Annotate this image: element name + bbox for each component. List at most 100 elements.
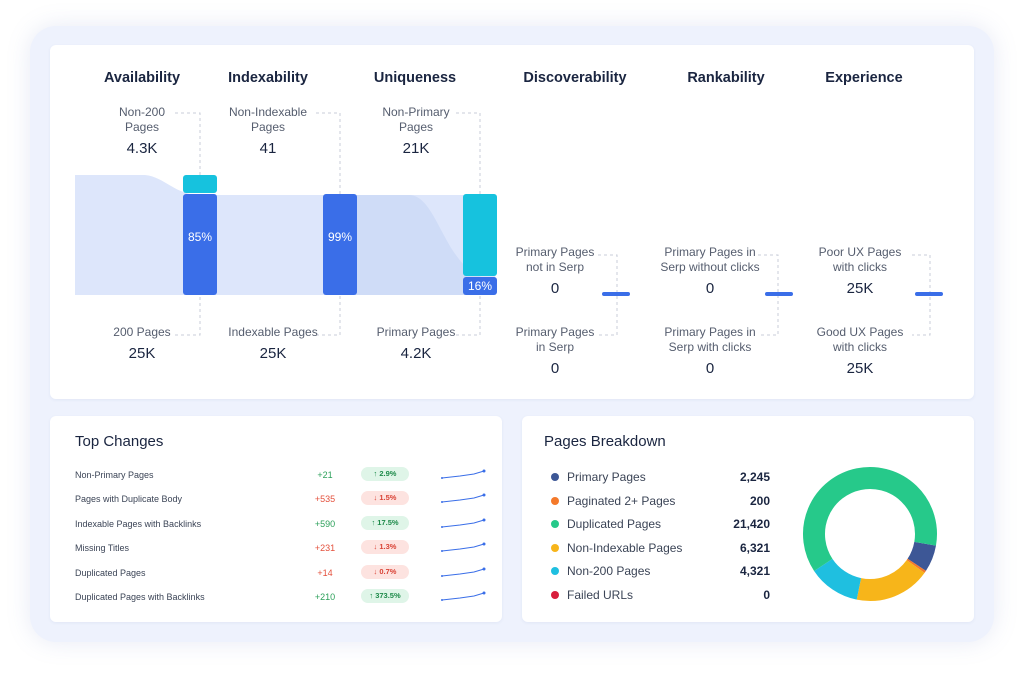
sparkline xyxy=(441,591,486,601)
change-row-badge: ↓ 1.3% xyxy=(361,540,409,554)
sparkline xyxy=(441,567,486,577)
discoverability-marker xyxy=(602,292,630,296)
funnel-card: 85% 99% 16% Availability Indexability Un… xyxy=(50,45,974,399)
experience-bottom-label: Good UX Pages with clicks xyxy=(816,325,904,354)
stage-title-availability: Availability xyxy=(103,70,181,86)
breakdown-item-name: Non-200 Pages xyxy=(567,564,651,578)
change-row-badge: ↑ 373.5% xyxy=(361,589,409,603)
availability-bottom-value: 25K xyxy=(128,345,156,362)
legend-dot xyxy=(551,473,559,481)
breakdown-item[interactable]: Duplicated Pages 21,420 xyxy=(522,515,782,535)
breakdown-item-value: 2,245 xyxy=(739,470,770,484)
change-row-name: Duplicated Pages with Backlinks xyxy=(75,592,205,602)
uniqueness-top-label: Non-Primary Pages xyxy=(382,105,450,134)
breakdown-item-name: Failed URLs xyxy=(567,588,634,602)
change-row-delta: +590 xyxy=(314,519,336,529)
discoverability-top-value: 0 xyxy=(550,280,560,297)
rankability-top-label: Primary Pages in Serp without clicks xyxy=(660,245,760,274)
change-row[interactable]: Missing Titles +231 ↓ 1.3% xyxy=(50,540,502,560)
donut-slice xyxy=(803,467,937,571)
legend-dot xyxy=(551,544,559,552)
change-row-delta: +535 xyxy=(314,494,336,504)
indexability-top-label: Non-Indexable Pages xyxy=(228,105,308,134)
donut-slice xyxy=(814,558,862,600)
stage-title-experience: Experience xyxy=(825,70,903,86)
breakdown-item-value: 0 xyxy=(763,588,770,602)
availability-bar-pct: 85% xyxy=(187,230,213,244)
change-row-delta: +210 xyxy=(314,592,336,602)
change-row-badge: ↑ 2.9% xyxy=(361,467,409,481)
change-row-name: Missing Titles xyxy=(75,543,130,553)
indexability-bar-pct: 99% xyxy=(327,230,353,244)
availability-main-bar xyxy=(183,194,217,295)
change-row-delta: +14 xyxy=(317,568,333,578)
breakdown-item[interactable]: Primary Pages 2,245 xyxy=(522,468,782,488)
uniqueness-bar-pct: 16% xyxy=(467,279,493,293)
experience-marker xyxy=(915,292,943,296)
rankability-bottom-label: Primary Pages in Serp with clicks xyxy=(664,325,756,354)
change-row-delta: +21 xyxy=(317,470,333,480)
top-changes-card: Top Changes Non-Primary Pages +21 ↑ 2.9%… xyxy=(50,416,502,622)
breakdown-item[interactable]: Failed URLs 0 xyxy=(522,586,782,606)
breakdown-item-value: 6,321 xyxy=(739,541,770,555)
sparkline xyxy=(441,493,486,503)
change-row[interactable]: Indexable Pages with Backlinks +590 ↑ 17… xyxy=(50,516,502,536)
breakdown-item[interactable]: Non-Indexable Pages 6,321 xyxy=(522,539,782,559)
availability-top-bar xyxy=(183,175,217,193)
legend-dot xyxy=(551,591,559,599)
legend-dot xyxy=(551,520,559,528)
change-row-name: Indexable Pages with Backlinks xyxy=(75,519,202,529)
sparkline xyxy=(441,542,486,552)
indexability-main-bar xyxy=(323,194,357,295)
discoverability-top-label: Primary Pages not in Serp xyxy=(515,245,595,274)
breakdown-item[interactable]: Paginated 2+ Pages 200 xyxy=(522,492,782,512)
change-row-badge: ↓ 0.7% xyxy=(361,565,409,579)
funnel-flow-graphic xyxy=(75,112,943,336)
legend-dot xyxy=(551,567,559,575)
change-row-name: Duplicated Pages xyxy=(75,568,146,578)
change-row[interactable]: Non-Primary Pages +21 ↑ 2.9% xyxy=(50,467,502,487)
uniqueness-bottom-bar xyxy=(463,277,497,295)
rankability-top-value: 0 xyxy=(705,280,715,297)
indexability-bottom-label: Indexable Pages xyxy=(228,325,318,339)
rankability-marker xyxy=(765,292,793,296)
breakdown-item-name: Duplicated Pages xyxy=(567,517,662,531)
discoverability-bottom-label: Primary Pages in Serp xyxy=(515,325,595,354)
change-row-name: Non-Primary Pages xyxy=(75,470,154,480)
indexability-bottom-value: 25K xyxy=(259,345,287,362)
change-row[interactable]: Duplicated Pages +14 ↓ 0.7% xyxy=(50,565,502,585)
pages-breakdown-title: Pages Breakdown xyxy=(544,433,666,450)
pages-breakdown-donut xyxy=(803,467,937,601)
indexability-top-value: 41 xyxy=(259,140,277,157)
stage-title-discoverability: Discoverability xyxy=(523,70,627,86)
uniqueness-top-value: 21K xyxy=(402,140,430,157)
rankability-bottom-value: 0 xyxy=(705,360,715,377)
sparkline xyxy=(441,518,486,528)
stage-title-uniqueness: Uniqueness xyxy=(373,70,457,86)
availability-top-value: 4.3K xyxy=(126,140,158,157)
breakdown-item-value: 200 xyxy=(749,494,770,508)
uniqueness-top-bar xyxy=(463,194,497,276)
donut-slice xyxy=(907,541,936,571)
breakdown-item-name: Non-Indexable Pages xyxy=(567,541,683,555)
legend-dot xyxy=(551,497,559,505)
change-row-badge: ↑ 17.5% xyxy=(361,516,409,530)
availability-top-label: Non-200 Pages xyxy=(118,105,166,134)
breakdown-item-name: Primary Pages xyxy=(567,470,646,484)
sparkline xyxy=(441,469,486,479)
discoverability-bottom-value: 0 xyxy=(550,360,560,377)
change-row[interactable]: Pages with Duplicate Body +535 ↓ 1.5% xyxy=(50,491,502,511)
change-row-name: Pages with Duplicate Body xyxy=(75,494,183,504)
donut-slice xyxy=(906,558,926,573)
change-row-badge: ↓ 1.5% xyxy=(361,491,409,505)
breakdown-item-value: 4,321 xyxy=(739,564,770,578)
stage-title-indexability: Indexability xyxy=(228,70,308,86)
top-changes-title: Top Changes xyxy=(75,433,164,450)
breakdown-item[interactable]: Non-200 Pages 4,321 xyxy=(522,562,782,582)
pages-breakdown-card: Pages Breakdown Primary Pages 2,245 Pagi… xyxy=(522,416,974,622)
stage-title-rankability: Rankability xyxy=(687,70,765,86)
uniqueness-bottom-value: 4.2K xyxy=(400,345,432,362)
donut-slice xyxy=(856,559,925,601)
experience-bottom-value: 25K xyxy=(846,360,874,377)
change-row[interactable]: Duplicated Pages with Backlinks +210 ↑ 3… xyxy=(50,589,502,609)
